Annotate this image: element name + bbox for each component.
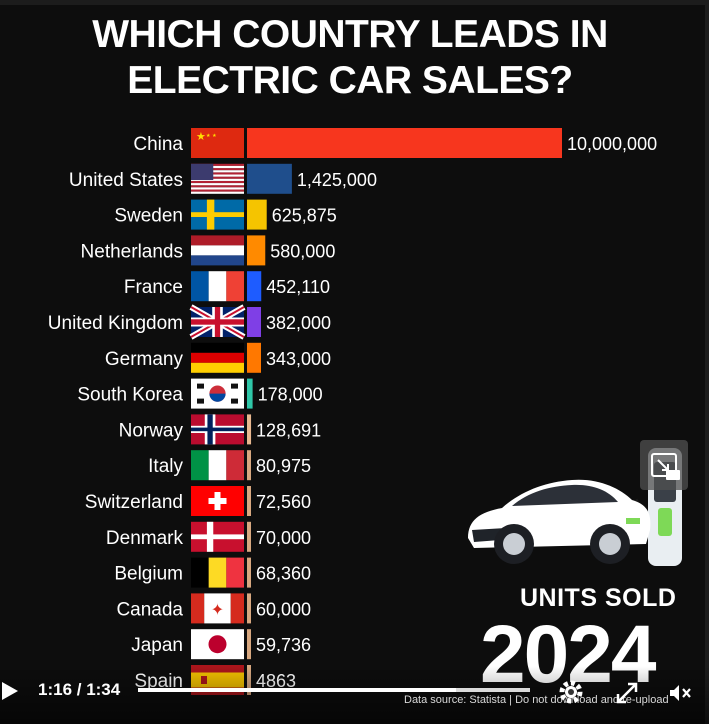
units-sold-label: UNITS SOLD	[520, 584, 677, 612]
value-label-germany: 343,000	[266, 349, 331, 369]
gear-icon[interactable]	[556, 677, 586, 707]
country-label-denmark: Denmark	[106, 528, 184, 549]
bar-switzerland	[247, 486, 251, 516]
bar-belgium	[247, 557, 251, 588]
country-label-japan: Japan	[131, 635, 183, 656]
country-label-norway: Norway	[119, 420, 184, 441]
flag-france	[191, 271, 244, 302]
bar-italy	[247, 450, 251, 481]
bar-france	[247, 271, 262, 302]
country-label-sweden: Sweden	[114, 206, 183, 227]
title-line-1: WHICH COUNTRY LEADS IN	[92, 13, 608, 56]
value-label-japan: 59,736	[256, 635, 311, 655]
flag-switzerland	[191, 486, 244, 516]
bar-japan	[247, 629, 251, 660]
value-label-france: 452,110	[266, 277, 330, 297]
svg-text:★ ★: ★ ★	[206, 133, 217, 139]
flag-germany	[191, 342, 244, 373]
country-label-south-korea: South Korea	[77, 385, 183, 406]
player-controls	[0, 666, 709, 724]
value-label-canada: 60,000	[256, 599, 311, 619]
flag-canada: ✦	[191, 593, 244, 624]
country-label-united-states: United States	[69, 170, 183, 191]
data-source-label: Data source: Statista | Do not download …	[404, 694, 669, 706]
bar-netherlands	[247, 235, 266, 266]
flag-netherlands	[191, 235, 244, 266]
fullscreen-icon[interactable]	[614, 680, 640, 706]
country-label-united-kingdom: United Kingdom	[48, 313, 183, 334]
play-icon[interactable]	[0, 680, 20, 702]
flag-uk	[189, 304, 246, 340]
flag-south-korea	[191, 378, 244, 409]
country-label-canada: Canada	[116, 599, 183, 620]
country-label-netherlands: Netherlands	[81, 241, 183, 262]
bar-united-states	[247, 163, 292, 194]
bar-germany	[247, 342, 261, 373]
bar-china	[247, 128, 562, 158]
svg-text:✦: ✦	[211, 600, 224, 619]
value-label-united-kingdom: 382,000	[266, 313, 331, 333]
bar-south-korea	[247, 378, 253, 409]
value-label-united-states: 1,425,000	[297, 170, 377, 190]
country-label-belgium: Belgium	[114, 564, 183, 585]
window-frame-top	[0, 0, 709, 5]
bar-canada	[247, 593, 251, 624]
svg-text:★: ★	[196, 130, 206, 143]
bar-united-kingdom	[247, 307, 261, 337]
flag-usa	[191, 163, 244, 194]
flag-denmark	[191, 521, 244, 552]
bar-sweden	[247, 199, 267, 230]
bar-norway	[247, 414, 252, 445]
progress-bar[interactable]	[138, 688, 530, 692]
title-line-2: ELECTRIC CAR SALES?	[127, 59, 573, 102]
time-display: 1:16 / 1:34	[38, 680, 121, 699]
value-label-netherlands: 580,000	[270, 241, 335, 261]
country-label-italy: Italy	[148, 456, 183, 477]
flag-china: ★ ★ ★	[191, 128, 244, 158]
bar-denmark	[247, 521, 251, 552]
value-label-belgium: 68,360	[256, 564, 311, 584]
progress-fill	[138, 688, 456, 692]
flag-italy	[191, 450, 244, 481]
value-label-sweden: 625,875	[272, 206, 337, 226]
flag-norway	[191, 414, 244, 445]
value-label-switzerland: 72,560	[256, 492, 311, 512]
chart-title: WHICH COUNTRY LEADS IN ELECTRIC CAR SALE…	[30, 12, 670, 104]
volume-icon[interactable]	[666, 680, 692, 706]
value-label-china: 10,000,000	[567, 134, 657, 154]
popout-icon	[651, 453, 680, 480]
value-label-denmark: 70,000	[256, 528, 311, 548]
country-label-germany: Germany	[105, 349, 184, 370]
flag-sweden	[191, 199, 244, 230]
country-label-switzerland: Switzerland	[85, 492, 183, 513]
value-label-south-korea: 178,000	[258, 385, 323, 405]
value-label-italy: 80,975	[256, 456, 311, 476]
country-label-china: China	[133, 134, 183, 155]
window-frame-right	[705, 0, 709, 724]
flag-japan	[191, 629, 244, 660]
value-label-norway: 128,691	[256, 420, 321, 440]
flag-belgium	[191, 557, 244, 588]
popout-button[interactable]	[640, 440, 688, 490]
country-label-france: France	[124, 277, 183, 298]
